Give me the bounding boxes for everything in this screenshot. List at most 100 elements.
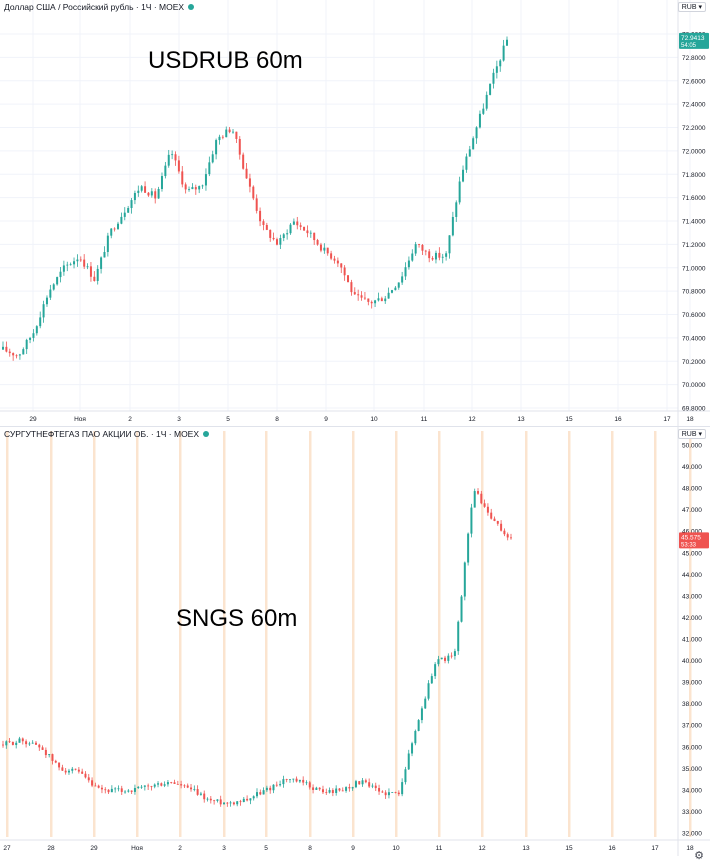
candle-body (447, 655, 450, 661)
x-tick-label: 3 (222, 845, 226, 852)
candle-body (255, 198, 258, 211)
candle-body (358, 781, 361, 785)
x-tick-label: 12 (468, 416, 476, 423)
x-tick-label: 2 (178, 845, 182, 852)
candle-body (157, 188, 160, 199)
candle-body (473, 491, 476, 508)
candle-body (336, 260, 339, 264)
candle-body (71, 768, 74, 771)
candle-body (506, 534, 509, 538)
candle-body (110, 228, 113, 236)
sngs-chart-panel[interactable]: 50.000 49.000 48.000 47.000 46.000 45.000 44.0… (0, 426, 710, 864)
y-tick-label: 36.000 (682, 744, 702, 751)
candle-body (130, 200, 133, 209)
candle-body (316, 240, 319, 245)
candle-body (86, 266, 89, 268)
y-tick-label: 46.000 (682, 529, 702, 536)
y-tick-label: 49.000 (682, 464, 702, 471)
y-tick-label: 72.0000 (682, 148, 706, 155)
candle-body (199, 793, 202, 795)
candle-body (460, 596, 463, 622)
candle-body (475, 127, 478, 139)
candle-body (216, 799, 219, 801)
candle-body (249, 798, 252, 801)
candle-body (177, 160, 180, 172)
candle-body (451, 216, 454, 236)
candle-body (321, 789, 324, 793)
candle-body (21, 738, 24, 742)
candle-body (130, 790, 133, 792)
candle-body (279, 238, 282, 245)
candle-body (51, 754, 54, 761)
gear-icon[interactable]: ⚙ (694, 850, 704, 862)
session-highlight-band (395, 431, 398, 837)
usdrub-currency-selector[interactable]: RUB ▾ (677, 2, 706, 12)
x-tick-label: 11 (436, 845, 443, 852)
x-tick-label: 9 (324, 416, 328, 423)
sngs-currency-selector[interactable]: RUB ▾ (677, 429, 706, 439)
candle-body (326, 247, 329, 254)
x-tick-label: 27 (3, 845, 11, 852)
candle-body (394, 792, 397, 793)
candle-body (41, 747, 44, 750)
candle-body (472, 138, 475, 150)
candle-body (384, 298, 387, 302)
last-price-tag (679, 32, 709, 49)
candle-body (407, 753, 410, 770)
session-highlight-band (689, 431, 692, 837)
candle-body (431, 258, 434, 260)
session-highlight-band (265, 431, 268, 837)
y-tick-label: 70.6000 (682, 312, 706, 319)
sngs-chart-canvas[interactable]: 50.000 49.000 48.000 47.000 46.000 45.000 44.0… (0, 427, 710, 864)
candle-body (44, 749, 47, 756)
candle-body (186, 785, 189, 788)
usdrub-chart-panel[interactable]: 73.000072.800072.600072.400072.200072.00… (0, 0, 710, 426)
candle-body (381, 791, 384, 793)
candle-body (262, 790, 265, 795)
candle-body (61, 767, 64, 771)
candle-body (113, 228, 116, 230)
candle-body (104, 789, 107, 791)
candle-body (265, 224, 268, 230)
market-status-dot-icon (188, 4, 195, 10)
candle-body (404, 769, 407, 783)
candle-body (223, 802, 226, 805)
candle-body (167, 154, 170, 166)
y-tick-label: 71.6000 (682, 195, 706, 202)
x-tick-label: 3 (177, 416, 181, 423)
candle-body (34, 742, 37, 745)
candle-body (424, 698, 427, 709)
x-tick-label: 15 (565, 845, 573, 852)
candle-body (252, 186, 255, 199)
candle-body (428, 251, 431, 259)
candle-body (418, 244, 421, 245)
candle-body (421, 244, 424, 251)
candle-body (54, 760, 57, 763)
candle-body (496, 521, 499, 524)
usdrub-chart-label: USDRUB 60m (148, 47, 303, 74)
candle-body (485, 94, 488, 109)
candle-body (495, 66, 498, 73)
candle-body (66, 264, 69, 266)
candle-body (114, 788, 117, 790)
candle-body (100, 787, 103, 790)
candle-body (391, 792, 394, 793)
candle-body (124, 791, 127, 793)
candle-body (94, 785, 97, 787)
candle-body (424, 250, 427, 252)
x-tick-label: 11 (421, 416, 428, 423)
y-tick-label: 69.8000 (682, 406, 706, 413)
candle-body (15, 355, 18, 357)
candle-body (120, 788, 123, 792)
usdrub-legend-text: Доллар США / Российский рубль · 1Ч · MOE… (4, 2, 185, 12)
x-tick-label: 5 (226, 416, 230, 423)
candle-body (279, 784, 282, 786)
candle-body (228, 129, 231, 133)
candle-body (52, 284, 55, 290)
usdrub-chart-canvas[interactable]: 73.000072.800072.600072.400072.200072.00… (0, 0, 710, 426)
candle-body (123, 212, 126, 217)
candle-body (83, 259, 86, 267)
candle-body (414, 244, 417, 254)
candle-body (201, 185, 204, 187)
candle-body (445, 253, 448, 257)
